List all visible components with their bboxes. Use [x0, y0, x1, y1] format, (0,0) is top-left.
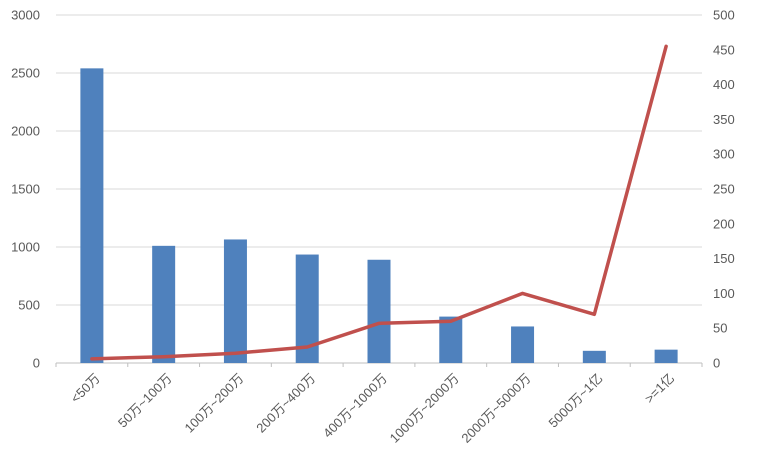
- right-axis-tick-label: 200: [713, 216, 735, 231]
- bar: [654, 349, 678, 363]
- bar: [80, 68, 104, 364]
- category-label: 1000万~2000万: [387, 371, 462, 446]
- x-axis-tick-marks: [55, 363, 703, 367]
- left-axis-tick-label: 2500: [11, 66, 40, 81]
- line-series: [90, 44, 668, 361]
- left-axis-tick-label: 500: [18, 298, 40, 313]
- category-label: 100万~200万: [182, 371, 247, 436]
- left-axis-tick-label: 2000: [11, 124, 40, 139]
- left-axis-tick-label: 1000: [11, 240, 40, 255]
- y-axis-left: 0 500 1000 1500 2000 2500 3000: [11, 8, 40, 371]
- right-axis-tick-label: 500: [713, 8, 735, 23]
- y-axis-right: 0 50 100 150 200 250 300 350 400 450 500: [713, 8, 735, 371]
- right-axis-tick-label: 300: [713, 147, 735, 162]
- right-axis-tick-label: 100: [713, 286, 735, 301]
- bar: [511, 326, 535, 363]
- left-axis-tick-label: 1500: [11, 182, 40, 197]
- bar: [223, 239, 247, 363]
- right-axis-tick-label: 250: [713, 182, 735, 197]
- bar: [295, 254, 319, 363]
- x-axis-labels: <50万 50万~100万 100万~200万 200万~400万 400万~1000万…: [68, 371, 678, 446]
- category-label: <50万: [68, 371, 103, 406]
- bar-series: [80, 68, 678, 364]
- right-axis-tick-label: 450: [713, 42, 735, 57]
- category-label: 5000万~1亿: [546, 371, 606, 431]
- right-axis-tick-label: 350: [713, 112, 735, 127]
- right-axis-tick-label: 400: [713, 77, 735, 92]
- bar: [582, 350, 606, 363]
- category-label: 50万~100万: [115, 371, 175, 431]
- bar: [367, 259, 391, 363]
- bar: [152, 245, 176, 363]
- category-label: 2000万~5000万: [458, 371, 533, 446]
- right-axis-tick-label: 0: [713, 356, 720, 371]
- left-axis-tick-label: 3000: [11, 8, 40, 23]
- right-axis-tick-label: 150: [713, 251, 735, 266]
- left-axis-tick-label: 0: [33, 356, 40, 371]
- category-label: >=1亿: [642, 371, 678, 407]
- right-axis-tick-label: 50: [713, 321, 727, 336]
- bar: [439, 316, 463, 363]
- category-label: 400万~1000万: [320, 371, 390, 441]
- category-label: 200万~400万: [253, 371, 318, 436]
